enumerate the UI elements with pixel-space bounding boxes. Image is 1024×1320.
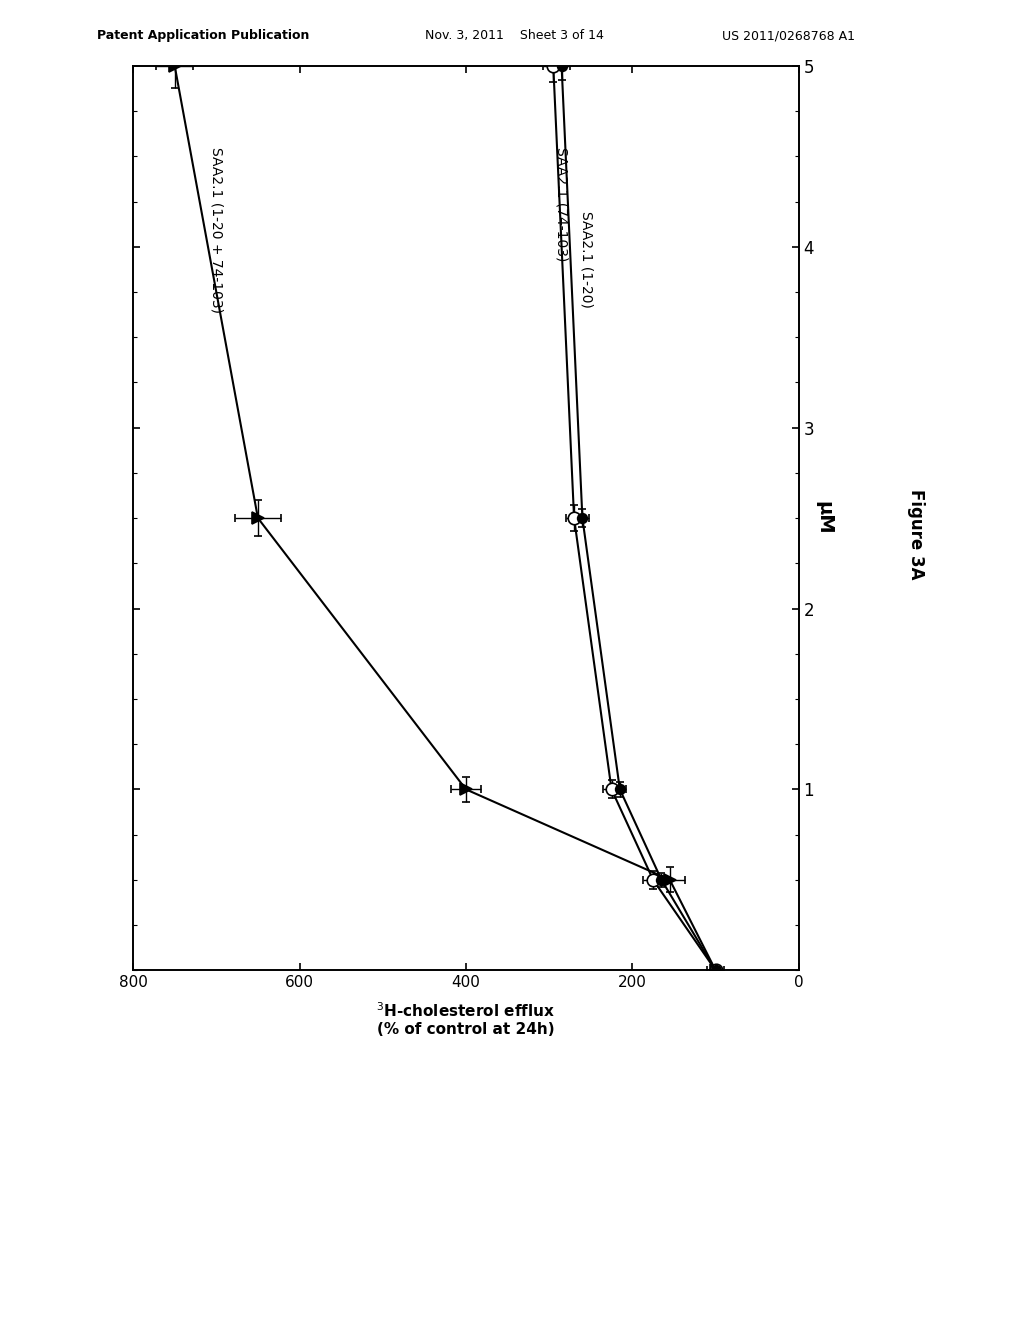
Text: SAA2.1 (1-20 + 74-103): SAA2.1 (1-20 + 74-103)	[209, 148, 223, 313]
Text: Patent Application Publication: Patent Application Publication	[97, 29, 309, 42]
Text: US 2011/0268768 A1: US 2011/0268768 A1	[722, 29, 855, 42]
Text: SAA2.1 (74-103): SAA2.1 (74-103)	[555, 148, 568, 261]
Text: SAA2.1 (1-20): SAA2.1 (1-20)	[580, 211, 594, 308]
Text: Nov. 3, 2011    Sheet 3 of 14: Nov. 3, 2011 Sheet 3 of 14	[425, 29, 604, 42]
Y-axis label: µM: µM	[815, 502, 834, 535]
Text: Figure 3A: Figure 3A	[907, 490, 926, 579]
X-axis label: $^3$H-cholesterol efflux
(% of control at 24h): $^3$H-cholesterol efflux (% of control a…	[377, 1001, 555, 1038]
